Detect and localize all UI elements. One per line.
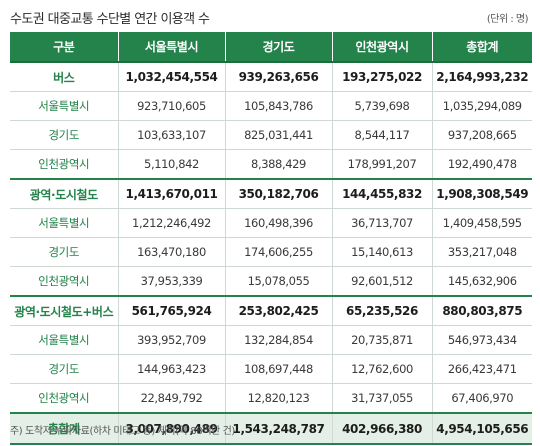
cell-value: 192,490,478 [432, 149, 532, 180]
cell-value: 3,007,890,489 [118, 412, 226, 445]
cell-value: 923,710,605 [118, 91, 226, 121]
header-seoul: 서울특별시 [118, 32, 226, 63]
cell-value: 561,765,924 [118, 295, 226, 326]
table-row-rail: 광역·도시철도 1,413,670,011 350,182,706 144,45… [10, 178, 532, 209]
cell-value: 4,954,105,656 [432, 412, 532, 445]
cell-value: 1,543,248,787 [225, 412, 333, 445]
table-row-grand-total: 총합계 3,007,890,489 1,543,248,787 402,966,… [10, 412, 532, 445]
cell-value: 105,843,786 [225, 91, 333, 121]
cell-value: 163,470,180 [118, 237, 226, 267]
row-label: 인천광역시 [10, 383, 119, 414]
table-row: 경기도 144,963,423 108,697,448 12,762,600 2… [10, 354, 532, 384]
cell-value: 937,208,665 [432, 120, 532, 150]
cell-value: 1,409,458,595 [432, 208, 532, 238]
cell-value: 880,803,875 [432, 295, 532, 326]
cell-value: 178,991,207 [332, 149, 433, 180]
header-gyeonggi: 경기도 [225, 32, 333, 63]
cell-value: 31,737,055 [332, 383, 433, 414]
cell-value: 253,802,425 [225, 295, 333, 326]
row-label: 광역·도시철도+버스 [10, 295, 119, 326]
cell-value: 825,031,441 [225, 120, 333, 150]
table-row: 서울특별시 923,710,605 105,843,786 5,739,698 … [10, 91, 532, 121]
table-row: 경기도 163,470,180 174,606,255 15,140,613 3… [10, 237, 532, 267]
row-label: 광역·도시철도 [10, 178, 119, 209]
table-row: 경기도 103,633,107 825,031,441 8,544,117 93… [10, 120, 532, 150]
header-incheon: 인천광역시 [332, 32, 433, 63]
table-row-rail-bus: 광역·도시철도+버스 561,765,924 253,802,425 65,23… [10, 295, 532, 326]
table-header-row: 구분 서울특별시 경기도 인천광역시 총합계 [10, 32, 532, 63]
cell-value: 37,953,339 [118, 266, 226, 297]
header-total: 총합계 [432, 32, 532, 63]
row-label: 인천광역시 [10, 266, 119, 297]
row-label: 경기도 [10, 237, 119, 267]
row-label: 경기도 [10, 354, 119, 384]
cell-value: 193,275,022 [332, 62, 433, 92]
row-label: 서울특별시 [10, 325, 119, 355]
row-label: 서울특별시 [10, 91, 119, 121]
cell-value: 65,235,526 [332, 295, 433, 326]
cell-value: 144,963,423 [118, 354, 226, 384]
cell-value: 20,735,871 [332, 325, 433, 355]
cell-value: 1,035,294,089 [432, 91, 532, 121]
page-title: 수도권 대중교통 수단별 연간 이용객 수 [10, 12, 210, 27]
row-label: 서울특별시 [10, 208, 119, 238]
cell-value: 1,413,670,011 [118, 178, 226, 209]
table-row: 서울특별시 1,212,246,492 160,498,396 36,713,7… [10, 208, 532, 238]
cell-value: 2,164,993,232 [432, 62, 532, 92]
table-row: 인천광역시 5,110,842 8,388,429 178,991,207 19… [10, 149, 532, 180]
header-category: 구분 [10, 32, 119, 63]
cell-value: 350,182,706 [225, 178, 333, 209]
cell-value: 402,966,380 [332, 412, 433, 445]
table-row-bus: 버스 1,032,454,554 939,263,656 193,275,022… [10, 62, 532, 92]
cell-value: 393,952,709 [118, 325, 226, 355]
cell-value: 353,217,048 [432, 237, 532, 267]
cell-value: 5,110,842 [118, 149, 226, 180]
row-label: 인천광역시 [10, 149, 119, 180]
cell-value: 15,140,613 [332, 237, 433, 267]
cell-value: 103,633,107 [118, 120, 226, 150]
row-label: 총합계 [10, 412, 119, 445]
table-row: 인천광역시 22,849,792 12,820,123 31,737,055 6… [10, 383, 532, 414]
cell-value: 36,713,707 [332, 208, 433, 238]
cell-value: 12,820,123 [225, 383, 333, 414]
cell-value: 8,544,117 [332, 120, 433, 150]
cell-value: 8,388,429 [225, 149, 333, 180]
cell-value: 144,455,832 [332, 178, 433, 209]
row-label: 경기도 [10, 120, 119, 150]
cell-value: 939,263,656 [225, 62, 333, 92]
cell-value: 266,423,471 [432, 354, 532, 384]
cell-value: 67,406,970 [432, 383, 532, 414]
footnote: 주) 도착지 누락자료(하차 미태그 등) 제외(약 88백만 건) [10, 426, 235, 437]
cell-value: 5,739,698 [332, 91, 433, 121]
cell-value: 108,697,448 [225, 354, 333, 384]
cell-value: 1,908,308,549 [432, 178, 532, 209]
cell-value: 174,606,255 [225, 237, 333, 267]
cell-value: 145,632,906 [432, 266, 532, 297]
cell-value: 12,762,600 [332, 354, 433, 384]
row-label: 버스 [10, 62, 119, 92]
ridership-table: 구분 서울특별시 경기도 인천광역시 총합계 버스 1,032,454,554 … [10, 32, 532, 445]
cell-value: 1,032,454,554 [118, 62, 226, 92]
unit-label: (단위 : 명) [486, 14, 529, 25]
cell-value: 1,212,246,492 [118, 208, 226, 238]
table-row: 서울특별시 393,952,709 132,284,854 20,735,871… [10, 325, 532, 355]
cell-value: 546,973,434 [432, 325, 532, 355]
cell-value: 22,849,792 [118, 383, 226, 414]
cell-value: 92,601,512 [332, 266, 433, 297]
cell-value: 15,078,055 [225, 266, 333, 297]
cell-value: 160,498,396 [225, 208, 333, 238]
cell-value: 132,284,854 [225, 325, 333, 355]
table-row: 인천광역시 37,953,339 15,078,055 92,601,512 1… [10, 266, 532, 297]
